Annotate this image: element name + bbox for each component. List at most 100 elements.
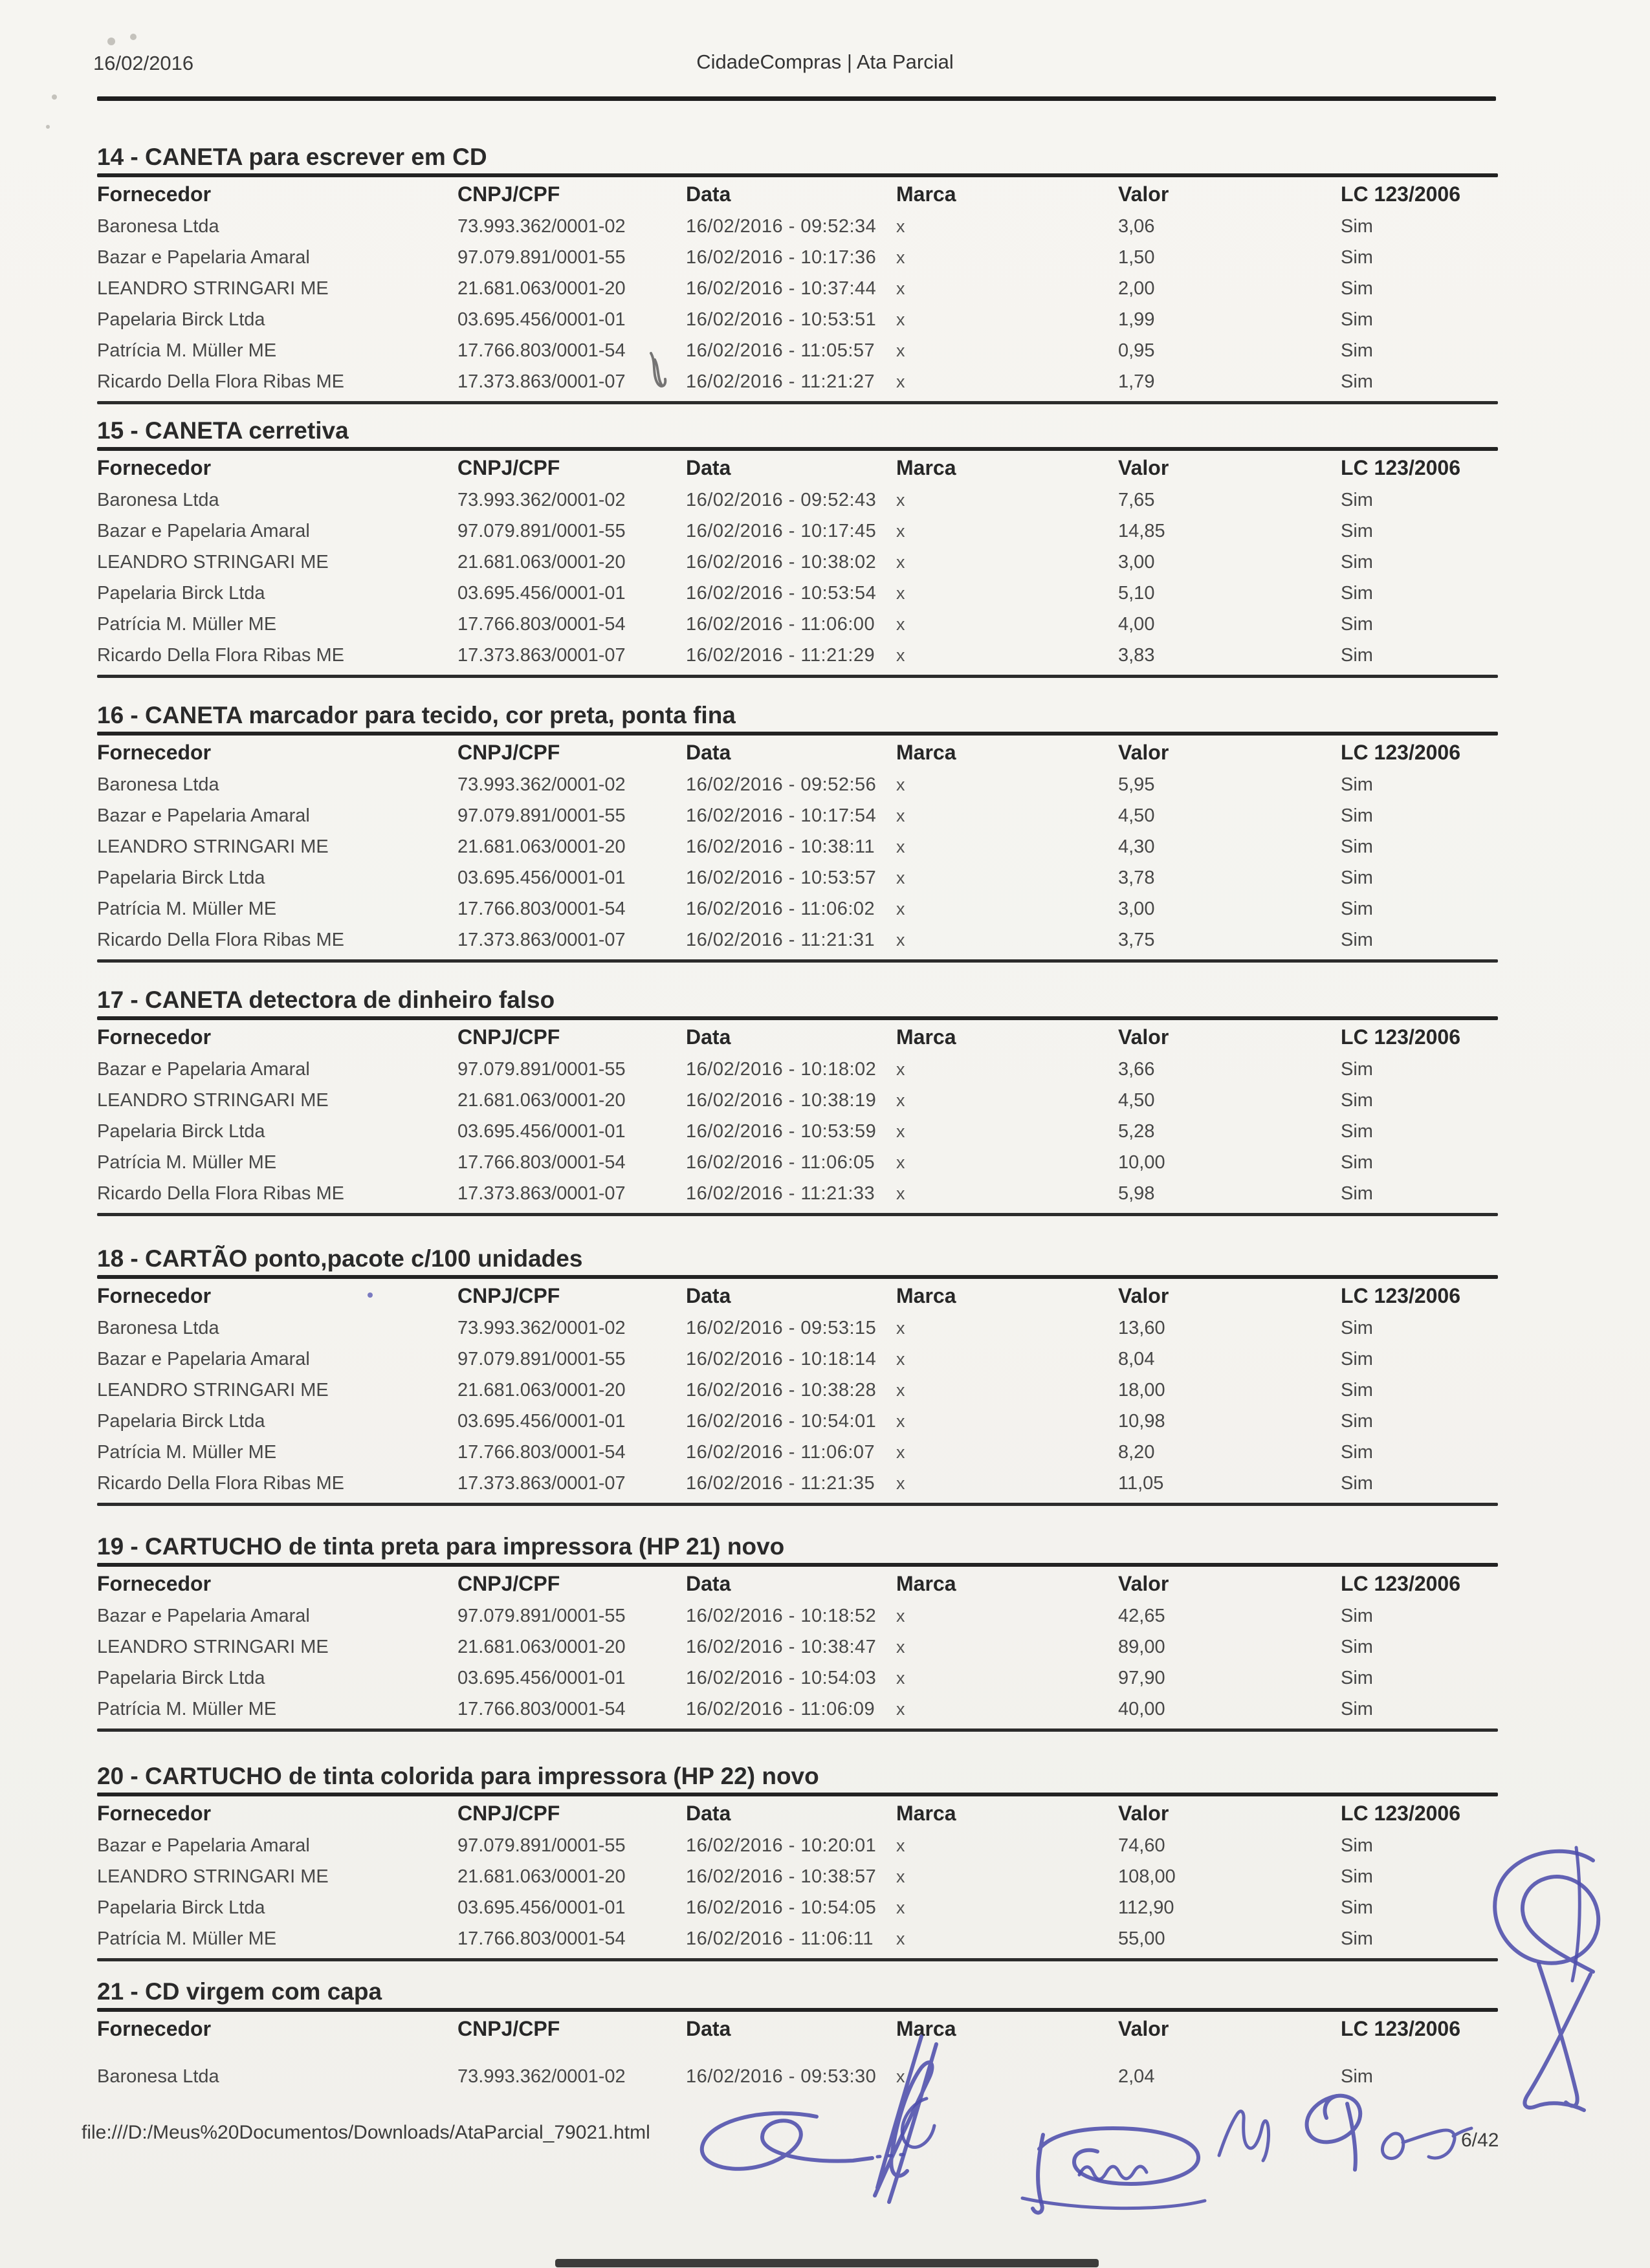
cell-marca: x [896,1866,905,1886]
cell-marca: x [896,614,905,634]
column-header-data: Data [686,2016,731,2040]
table-row: LEANDRO STRINGARI ME 21.681.063/0001-20 16… [97,831,1498,862]
cell-lc: Sim [1341,613,1373,635]
cell-cnpj: 21.681.063/0001-20 [457,1636,626,1657]
cell-valor: 14,85 [1118,520,1165,541]
cell-marca: x [896,490,905,510]
cell-marca: x [896,1473,905,1493]
cell-fornecedor: Baronesa Ltda [97,774,219,795]
cell-fornecedor: LEANDRO STRINGARI ME [97,1089,329,1111]
section-title: 18 - CARTÃO ponto,pacote c/100 unidades [97,1245,583,1272]
cell-lc: Sim [1341,929,1373,950]
cell-cnpj: 03.695.456/0001-01 [457,1120,626,1142]
table-bottom-divider [97,401,1498,404]
column-header-cnpj: CNPJ/CPF [457,2016,560,2040]
cell-cnpj: 73.993.362/0001-02 [457,489,626,510]
cell-valor: 5,95 [1118,774,1155,795]
cell-lc: Sim [1341,1897,1373,1918]
cell-fornecedor: Bazar e Papelaria Amaral [97,1348,310,1369]
table-row: Patrícia M. Müller ME 17.766.803/0001-54 1… [97,1147,1498,1178]
cell-valor: 8,04 [1118,1348,1155,1369]
cell-data: 16/02/2016 - 10:53:59 [686,1120,877,1142]
table-bottom-divider [97,959,1498,963]
cell-lc: Sim [1341,1835,1373,1856]
cell-marca: x [896,1059,905,1079]
table-bottom-divider [97,675,1498,678]
cell-valor: 40,00 [1118,1698,1165,1719]
column-header-lc: LC 123/2006 [1341,1571,1461,1595]
table-row: Bazar e Papelaria Amaral 97.079.891/0001-… [97,1344,1498,1375]
footer-file-path: file:///D:/Meus%20Documentos/Downloads/A… [82,2122,650,2143]
cell-valor: 3,75 [1118,929,1155,950]
cell-fornecedor: Bazar e Papelaria Amaral [97,520,310,541]
cell-data: 16/02/2016 - 10:18:02 [686,1058,877,1080]
column-header-data: Data [686,1025,731,1049]
scan-speck [130,34,137,40]
cell-fornecedor: LEANDRO STRINGARI ME [97,278,329,299]
cell-lc: Sim [1341,1348,1373,1369]
column-header-fornecedor: Fornecedor [97,1025,212,1049]
cell-marca: x [896,1606,905,1626]
table-row: LEANDRO STRINGARI ME 21.681.063/0001-20 16… [97,1631,1498,1663]
cell-marca: x [896,309,905,329]
table-header-row: Fornecedor CNPJ/CPF Data Marca Valor LC 123/2… [97,1279,1498,1313]
cell-data: 16/02/2016 - 10:54:05 [686,1897,877,1918]
cell-valor: 42,65 [1118,1605,1165,1626]
table-row: Patrícia M. Müller ME 17.766.803/0001-54 1… [97,1437,1498,1468]
cell-valor: 3,00 [1118,551,1155,572]
cell-valor: 10,98 [1118,1410,1165,1432]
column-header-fornecedor: Fornecedor [97,740,212,764]
cell-valor: 0,95 [1118,340,1155,361]
column-header-data: Data [686,740,731,764]
cell-fornecedor: Ricardo Della Flora Ribas ME [97,929,344,950]
cell-valor: 89,00 [1118,1636,1165,1657]
cell-fornecedor: Papelaria Birck Ltda [97,582,265,604]
column-header-fornecedor: Fornecedor [97,2016,212,2040]
cell-lc: Sim [1341,836,1373,857]
signature-oval-scribble [1031,2126,1200,2215]
cell-lc: Sim [1341,278,1373,299]
column-header-data: Data [686,455,731,479]
table-header-row: Fornecedor CNPJ/CPF Data Marca Valor LC 123/2… [97,1567,1498,1600]
cell-valor: 7,65 [1118,489,1155,510]
cell-lc: Sim [1341,489,1373,510]
cell-cnpj: 17.766.803/0001-54 [457,613,626,635]
cell-fornecedor: LEANDRO STRINGARI ME [97,836,329,857]
cell-fornecedor: Patrícia M. Müller ME [97,340,277,361]
table-row: Patrícia M. Müller ME 17.766.803/0001-54 1… [97,609,1498,640]
cell-data: 16/02/2016 - 10:38:47 [686,1636,877,1657]
column-header-marca: Marca [896,1283,956,1307]
cell-fornecedor: Patrícia M. Müller ME [97,613,277,635]
cell-data: 16/02/2016 - 09:52:43 [686,489,877,510]
signature-oval-scribble-humps [1077,2164,1149,2181]
table-row: Baronesa Ltda 73.993.362/0001-02 16/02/201… [97,211,1498,242]
cell-fornecedor: LEANDRO STRINGARI ME [97,1866,329,1887]
cell-marca: x [896,1699,905,1719]
cell-fornecedor: Bazar e Papelaria Amaral [97,1605,310,1626]
cell-lc: Sim [1341,1928,1373,1949]
scan-speck [46,125,50,129]
cell-valor: 13,60 [1118,1317,1165,1338]
cell-marca: x [896,1121,905,1141]
cell-valor: 5,98 [1118,1183,1155,1204]
table-row: Baronesa Ltda 73.993.362/0001-02 16/02/201… [97,769,1498,800]
cell-data: 16/02/2016 - 10:53:57 [686,867,877,888]
cell-fornecedor: Papelaria Birck Ltda [97,309,265,330]
table-header-row: Fornecedor CNPJ/CPF Data Marca Valor LC 123/2… [97,2012,1498,2045]
cell-data: 16/02/2016 - 11:06:09 [686,1698,875,1719]
table-row: Ricardo Della Flora Ribas ME 17.373.863/0… [97,366,1498,397]
column-header-lc: LC 123/2006 [1341,455,1461,479]
item-section-19: 19 - CARTUCHO de tinta preta para impres… [97,1533,1498,1732]
cell-fornecedor: Baronesa Ltda [97,215,219,237]
column-header-cnpj: CNPJ/CPF [457,1283,560,1307]
column-header-cnpj: CNPJ/CPF [457,740,560,764]
cell-valor: 5,10 [1118,582,1155,604]
signature-circular-scribble [1493,1849,1601,1974]
table-row: Papelaria Birck Ltda 03.695.456/0001-01 16… [97,1116,1498,1147]
cell-marca: x [896,1349,905,1369]
cell-data: 16/02/2016 - 10:18:52 [686,1605,877,1626]
table-bottom-divider [97,1958,1498,1961]
cell-fornecedor: Baronesa Ltda [97,2066,219,2087]
section-title: 19 - CARTUCHO de tinta preta para impres… [97,1533,785,1560]
